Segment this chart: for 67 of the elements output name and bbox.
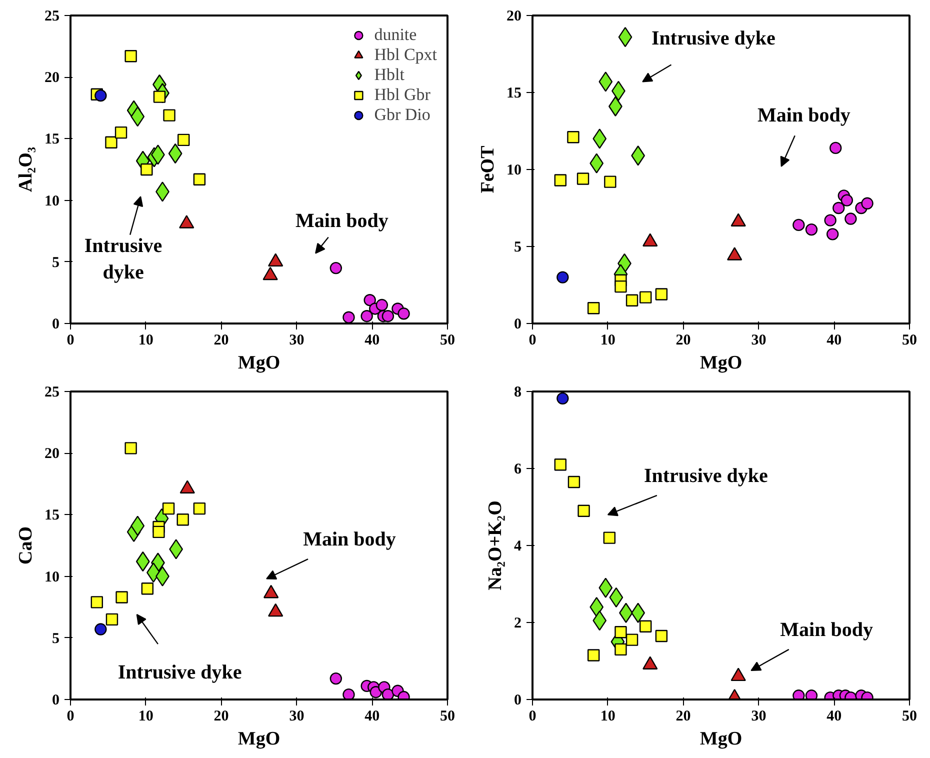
x-tick-label: 30 [751,708,766,724]
annotation: Main body [780,619,873,642]
legend-label: dunite [374,25,417,45]
x-tick-label: 10 [600,332,616,348]
x-axis-title: MgO [700,352,742,374]
x-tick-label: 10 [600,708,616,724]
annotation: Main body [303,528,396,550]
x-tick-label: 50 [440,332,455,348]
legend-label: Gbr Dio [374,105,430,125]
y-tick-label: 2 [514,616,522,632]
x-tick-label: 20 [676,708,691,724]
y-axis-title: Al₂O₃ [16,146,36,192]
y-tick-label: 5 [514,240,522,256]
annotation: Intrusive dyke [644,465,768,488]
y-tick-label: 20 [44,446,60,462]
y-tick-label: 8 [514,384,522,400]
legend-label: Hbl Cpxt [374,45,437,65]
x-tick-label: 50 [902,332,917,348]
y-tick-label: 15 [506,86,522,102]
x-tick-label: 40 [826,332,842,348]
y-tick-label: 10 [506,162,522,178]
y-tick-label: 25 [44,384,60,400]
x-tick-label: 0 [66,332,74,348]
x-tick-label: 10 [138,332,154,348]
x-tick-label: 40 [364,332,380,348]
y-axis-title: Na₂O+K₂O [485,500,506,590]
y-axis-title: CaO [16,526,36,564]
x-tick-label: 50 [902,708,917,724]
annotation: Intrusive dyke [118,661,242,684]
y-tick-label: 0 [52,692,60,708]
y-tick-label: 5 [52,630,60,647]
y-axis-title: FeOT [478,145,498,194]
legend-label: Hblt [374,65,404,85]
x-tick-label: 0 [66,708,74,724]
y-tick-label: 25 [44,8,60,24]
y-tick-label: 20 [44,70,60,86]
y-tick-label: 0 [52,316,60,332]
x-tick-label: 20 [676,332,691,348]
annotation: Intrusive dyke [84,235,162,284]
x-tick-label: 40 [364,708,380,724]
x-tick-label: 20 [214,332,229,348]
x-tick-label: 20 [214,708,229,724]
x-tick-label: 30 [289,708,304,724]
annotation: Main body [758,104,850,127]
y-tick-label: 15 [44,132,60,148]
annotation: Main body [296,210,388,232]
y-tick-label: 4 [514,538,522,554]
x-tick-label: 50 [440,708,455,724]
y-tick-label: 0 [514,692,522,708]
x-tick-label: 0 [528,708,536,724]
x-tick-label: 0 [528,332,536,348]
y-tick-label: 20 [506,8,522,24]
x-axis-title: MgO [238,352,280,374]
x-axis-title: MgO [700,728,742,750]
legend-label: Hbl Gbr [374,85,430,105]
y-tick-label: 10 [44,193,60,210]
x-axis-title: MgO [238,728,280,750]
x-tick-label: 30 [289,332,304,348]
y-tick-label: 6 [514,462,522,478]
x-tick-label: 10 [138,708,154,724]
x-tick-label: 40 [826,708,842,724]
annotation: Intrusive dyke [652,28,776,50]
y-tick-label: 5 [52,254,60,271]
x-tick-label: 30 [751,332,766,348]
y-tick-label: 10 [44,569,60,586]
y-tick-label: 15 [44,508,60,524]
y-tick-label: 0 [514,316,522,332]
